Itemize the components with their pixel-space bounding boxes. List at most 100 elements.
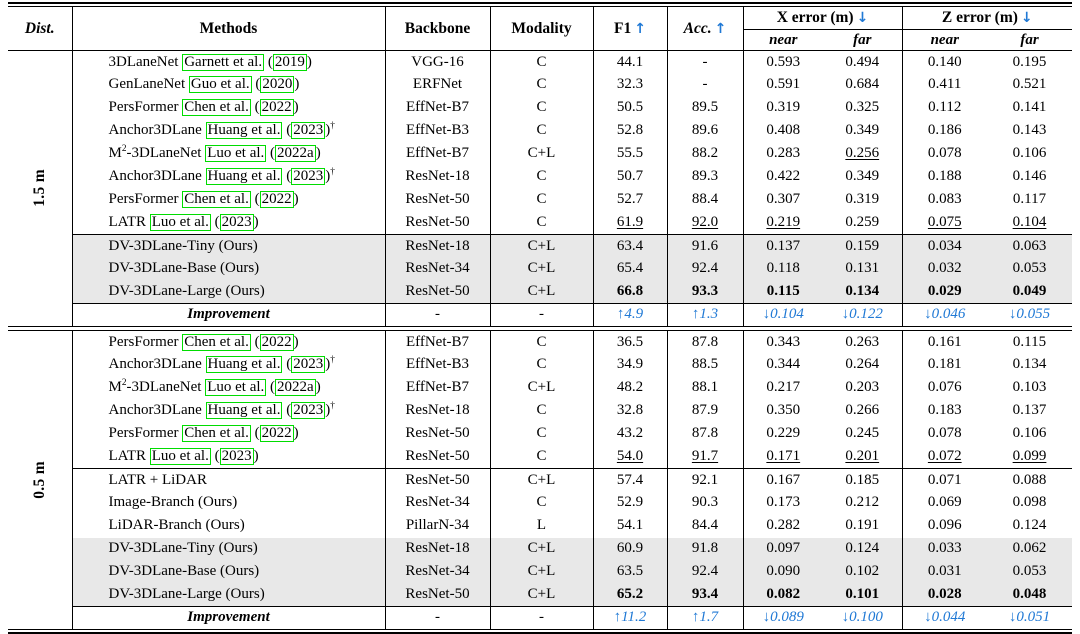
citation-link[interactable]: 2022a: [275, 145, 316, 163]
cell-backbone: ResNet-50: [384, 211, 490, 235]
cell-method: DV-3DLane-Large (Ours): [71, 583, 385, 607]
citation-link[interactable]: 2023: [219, 448, 254, 466]
table-body: 1.5 m 3DLaneNet Garnett et al. (2019) VGG-…: [8, 50, 1072, 630]
method-text: 3DLaneNet: [108, 53, 183, 70]
citation-link[interactable]: 2022: [259, 425, 294, 443]
method-text: DV-3DLane-Base (Ours): [108, 563, 260, 580]
citation-link[interactable]: 2022: [259, 99, 294, 117]
cell-f1: 65.2: [592, 583, 667, 607]
method-text: ): [325, 168, 331, 185]
cell-acc: 93.3: [666, 280, 743, 304]
cell-f1: 44.1: [592, 50, 667, 74]
cell-modality: C: [489, 353, 593, 377]
cell-x-near: 0.229: [742, 422, 823, 446]
cell-method: PersFormer Chen et al. (2022): [71, 422, 385, 446]
cell-modality: C+L: [489, 537, 593, 561]
cell-modality: C: [489, 96, 593, 120]
cell-z-far: 0.088: [987, 468, 1072, 492]
cell-x-near: 0.422: [742, 165, 823, 189]
cell-x-far: 0.159: [823, 234, 902, 258]
cell-acc: 89.3: [666, 165, 743, 189]
citation-link[interactable]: Huang et al.: [205, 168, 283, 186]
f1-header-label: F1: [614, 19, 632, 37]
x-error-header-label: X error (m): [776, 9, 854, 27]
citation-link[interactable]: Chen et al.: [182, 99, 251, 117]
cell-z-near: 0.034: [901, 234, 987, 258]
method-text: Anchor3DLane: [108, 168, 206, 185]
citation-link[interactable]: Garnett et al.: [182, 53, 265, 71]
cell-z-far: 0.049: [987, 280, 1072, 304]
citation-link[interactable]: 2020: [260, 76, 295, 94]
cell-z-far: 0.098: [1012, 494, 1047, 511]
citation-link[interactable]: 2023: [291, 356, 326, 374]
cell-acc: 87.9: [666, 399, 743, 423]
section-divider-rule: [8, 326, 1072, 331]
dist-label: 1.5 m: [8, 50, 72, 327]
cell-f1: 60.9: [592, 537, 667, 561]
cell-method: Anchor3DLane Huang et al. (2023)†: [71, 399, 385, 423]
cell-method: LiDAR-Branch (Ours): [71, 514, 385, 538]
table-row: DV-3DLane-Tiny (Ours) ResNet-18 C+L 63.4 91.…: [8, 234, 1072, 258]
dist-header-label: Dist.: [24, 19, 55, 37]
citation-link[interactable]: 2022a: [275, 379, 316, 397]
method-text: PersFormer: [108, 333, 183, 350]
citation-link[interactable]: 2019: [272, 53, 307, 71]
cell-backbone: ERFNet: [384, 73, 490, 97]
citation-link[interactable]: Luo et al.: [149, 214, 211, 232]
citation-link[interactable]: Huang et al.: [205, 402, 283, 420]
citation-link[interactable]: 2023: [291, 402, 326, 420]
cell-f1: 52.7: [592, 188, 667, 212]
citation-link[interactable]: Luo et al.: [205, 379, 267, 397]
cell-z-near: 0.161: [901, 330, 987, 354]
table-row: DV-3DLane-Base (Ours) ResNet-34 C+L 63.5 92.…: [8, 560, 1072, 584]
cell-z-near: 0.096: [901, 514, 987, 538]
table-row: LATR Luo et al. (2023) ResNet-50 C 61.9 92.0…: [8, 211, 1072, 235]
citation-link[interactable]: Luo et al.: [205, 145, 267, 163]
dist-label: 0.5 m: [8, 330, 72, 630]
superscript-mark: †: [330, 401, 335, 412]
cell-modality: -: [489, 606, 593, 630]
cell-backbone: ResNet-18: [384, 234, 490, 258]
citation-link[interactable]: 2023: [219, 214, 254, 232]
citation-link[interactable]: Chen et al.: [182, 425, 251, 443]
cell-backbone: VGG-16: [384, 50, 490, 74]
far-header-label: far: [1020, 31, 1039, 48]
cell-z-far: 0.115: [1012, 333, 1047, 350]
method-text: ): [325, 402, 331, 419]
table-row: M2-3DLaneNet Luo et al. (2022a) EffNet-B7…: [8, 376, 1072, 400]
cell-acc: -: [666, 73, 743, 97]
citation-link[interactable]: Guo et al.: [188, 76, 252, 94]
cell-z-near: 0.112: [901, 96, 987, 120]
citation-link[interactable]: 2022: [259, 333, 294, 351]
col-header-f1: F1 ↑: [592, 6, 667, 51]
method-text: PersFormer: [108, 425, 183, 442]
cell-backbone: EffNet-B7: [384, 96, 490, 120]
cell-x-near: 0.319: [742, 96, 823, 120]
cell-x-near: 0.115: [742, 280, 823, 304]
cell-modality: C: [489, 119, 593, 143]
method-text: GenLaneNet: [108, 76, 189, 93]
citation-link[interactable]: Huang et al.: [205, 122, 283, 140]
cell-acc: 88.1: [666, 376, 743, 400]
citation-link[interactable]: 2022: [259, 191, 294, 209]
method-text: -3DLaneNet: [126, 379, 206, 396]
method-text: (: [250, 333, 260, 350]
citation-link[interactable]: Huang et al.: [205, 356, 283, 374]
cell-z-far: 0.048: [987, 583, 1072, 607]
cell-method: Image-Branch (Ours): [71, 491, 385, 515]
cell-backbone: EffNet-B7: [384, 376, 490, 400]
citation-link[interactable]: Chen et al.: [182, 191, 251, 209]
section-divider: [8, 326, 1072, 331]
cell-f1: 54.0: [592, 445, 667, 469]
method-text: (: [250, 425, 260, 442]
method-text: -3DLaneNet: [126, 145, 206, 162]
method-text: (: [282, 168, 292, 185]
citation-link[interactable]: Luo et al.: [149, 448, 211, 466]
down-arrow-icon: ↓: [856, 10, 869, 27]
cell-modality: C+L: [489, 376, 593, 400]
citation-link[interactable]: 2023: [291, 168, 326, 186]
cell-modality: C: [489, 399, 593, 423]
citation-link[interactable]: Chen et al.: [182, 333, 251, 351]
cell-x-far: 0.263: [845, 333, 880, 350]
citation-link[interactable]: 2023: [291, 122, 326, 140]
